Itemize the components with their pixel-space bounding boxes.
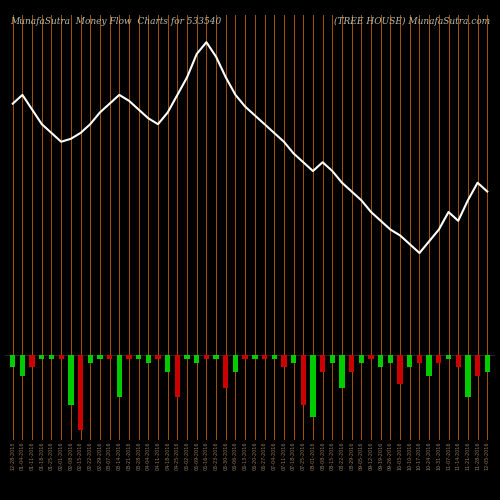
Bar [68, 355, 73, 405]
Bar [156, 355, 160, 359]
Bar [272, 355, 277, 359]
Text: (TREE HOUSE) MunafaSutra.com: (TREE HOUSE) MunafaSutra.com [334, 17, 490, 26]
Bar [417, 355, 422, 364]
Bar [407, 355, 412, 368]
Bar [233, 355, 238, 372]
Bar [58, 355, 64, 359]
Bar [281, 355, 286, 368]
Bar [20, 355, 25, 376]
Bar [88, 355, 93, 364]
Bar [358, 355, 364, 364]
Bar [49, 355, 54, 359]
Bar [456, 355, 461, 368]
Bar [146, 355, 151, 364]
Bar [30, 355, 35, 368]
Bar [320, 355, 326, 372]
Bar [214, 355, 219, 359]
Bar [291, 355, 296, 364]
Bar [388, 355, 393, 364]
Bar [340, 355, 344, 388]
Bar [194, 355, 200, 364]
Bar [184, 355, 190, 359]
Bar [78, 355, 83, 430]
Bar [349, 355, 354, 372]
Bar [10, 355, 16, 368]
Bar [484, 355, 490, 372]
Bar [436, 355, 442, 364]
Bar [252, 355, 258, 359]
Bar [330, 355, 335, 364]
Bar [223, 355, 228, 388]
Bar [310, 355, 316, 418]
Bar [262, 355, 267, 359]
Text: MunafaSutra  Money Flow  Charts for 533540: MunafaSutra Money Flow Charts for 533540 [10, 17, 221, 26]
Bar [39, 355, 44, 359]
Bar [165, 355, 170, 372]
Bar [378, 355, 384, 368]
Bar [126, 355, 132, 359]
Bar [398, 355, 403, 384]
Bar [475, 355, 480, 376]
Bar [300, 355, 306, 405]
Bar [465, 355, 470, 397]
Bar [242, 355, 248, 359]
Bar [426, 355, 432, 376]
Bar [204, 355, 209, 359]
Bar [107, 355, 112, 359]
Bar [136, 355, 141, 359]
Bar [97, 355, 102, 359]
Bar [446, 355, 451, 359]
Bar [116, 355, 122, 397]
Bar [368, 355, 374, 359]
Bar [174, 355, 180, 397]
